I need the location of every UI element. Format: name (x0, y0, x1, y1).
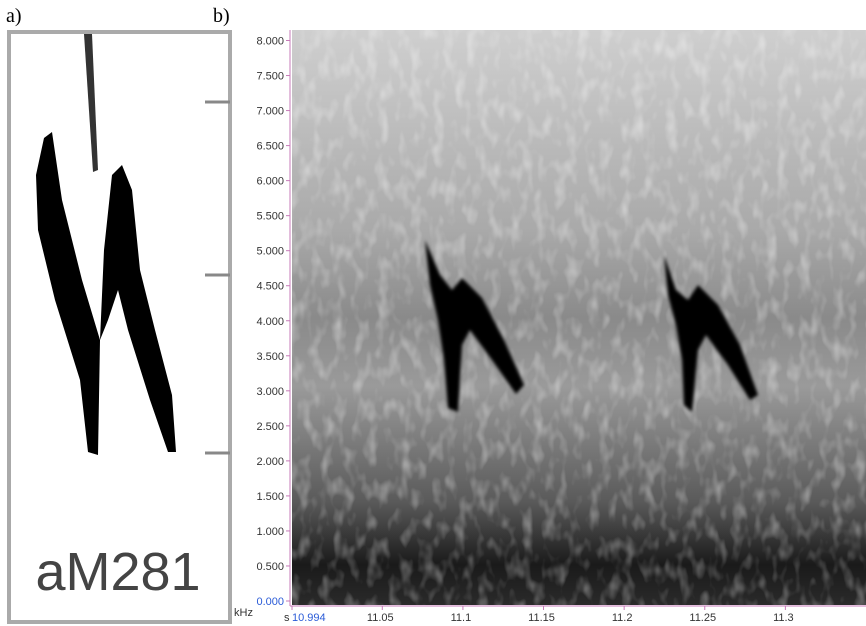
y-tick-label: 4.500 (256, 281, 284, 293)
y-tick-label: 3.000 (256, 386, 284, 398)
sketch-code: aM281 (35, 542, 200, 602)
y-tick-label: 5.500 (256, 211, 284, 223)
call (664, 255, 758, 412)
panel-label: a) (6, 5, 22, 27)
y-tick-label: 7.500 (256, 71, 284, 83)
sketch-frame (7, 30, 232, 624)
x-tick-label: 11.3 (773, 612, 794, 624)
y-tick-label: 2.000 (256, 456, 284, 468)
y-tick-label: 8.000 (256, 36, 284, 48)
y-tick-label: 4.000 (256, 316, 284, 328)
y-tick-label: 7.000 (256, 106, 284, 118)
y-tick-label: 6.000 (256, 176, 284, 188)
y-tick-label: 6.500 (256, 141, 284, 153)
x-tick-label: 11.2 (612, 612, 633, 624)
y-unit: kHz (234, 607, 253, 619)
y-tick-label: 1.500 (256, 491, 284, 503)
call (425, 240, 524, 412)
calls (425, 240, 758, 412)
panel-label: b) (213, 5, 230, 27)
x-tick-label: 11.05 (367, 612, 394, 624)
x-tick-label: 11.15 (528, 612, 555, 624)
y-tick-label: 2.500 (256, 421, 284, 433)
spectrogram-noise (292, 30, 866, 605)
sketch-line (84, 34, 98, 172)
sketch-syllable (36, 132, 100, 455)
y-tick-label: 0.500 (256, 561, 284, 573)
y-tick-label: 3.500 (256, 351, 284, 363)
y-tick-label: 0.000 (256, 596, 284, 608)
x-tick-label: 11.25 (689, 612, 716, 624)
x-tick-label: 10.994 (292, 612, 326, 624)
y-tick-label: 1.000 (256, 526, 284, 538)
y-tick-label: 5.000 (256, 246, 284, 258)
x-unit: s (284, 612, 290, 624)
x-tick-label: 11.1 (451, 612, 472, 624)
sketch-syllable (100, 165, 176, 452)
